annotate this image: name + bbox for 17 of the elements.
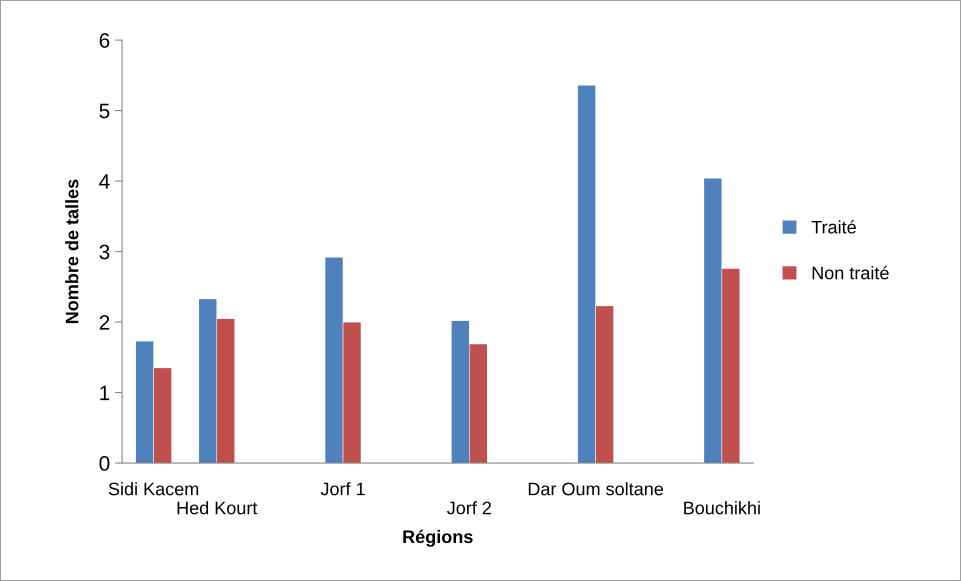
x-tick-label: Sidi Kacem xyxy=(108,482,198,496)
x-tick-label: Jorf 2 xyxy=(447,501,491,514)
y-axis-title: Nombre de talles xyxy=(65,180,78,324)
y-tick-label: 5 xyxy=(99,104,110,118)
y-tick-label: 1 xyxy=(100,386,110,400)
x-tick-label: Hed Kourt xyxy=(178,501,258,514)
x-tick-label: Bouchikhi xyxy=(684,501,760,514)
y-tick-label: 6 xyxy=(100,33,110,48)
y-tick-label: 0 xyxy=(99,456,110,471)
x-tick-label: Jorf 1 xyxy=(320,482,365,496)
y-tick-label: 3 xyxy=(99,244,110,260)
legend-label: Non traité xyxy=(812,266,889,280)
legend-label: Traité xyxy=(812,220,856,234)
y-tick-label: 4 xyxy=(99,174,110,189)
x-tick-label: Dar Oum soltane xyxy=(528,482,664,496)
x-axis-title: Régions xyxy=(403,530,473,547)
y-tick-label: 2 xyxy=(100,315,110,330)
